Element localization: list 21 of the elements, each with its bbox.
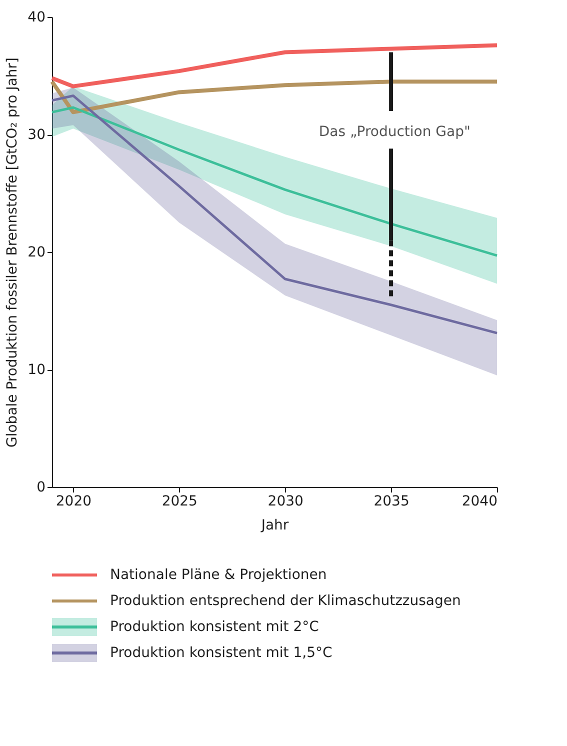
x-tick-label: 2020	[56, 494, 92, 510]
y-tick-label: 0	[36, 480, 46, 496]
annotation: Das „Production Gap"	[318, 124, 470, 140]
x-tick-label: 2030	[268, 494, 304, 510]
line-series	[50, 106, 498, 257]
y-axis-title: Globale Produktion fossiler Brennstoffe [GtCO₂ pro Jahr]	[4, 57, 21, 448]
line-series	[50, 94, 498, 334]
x-tick-label: 2035	[374, 494, 410, 510]
legend-label: Nationale Pläne & Projektionen	[110, 567, 327, 583]
x-tick-label: 2040	[462, 494, 498, 510]
legend-label: Produktion konsistent mit 1,5°C	[110, 645, 333, 661]
line-series	[50, 80, 499, 114]
line-series	[50, 43, 499, 88]
x-axis-title: Jahr	[260, 518, 289, 534]
y-tick-label: 20	[28, 244, 46, 260]
y-tick-label: 10	[28, 362, 46, 378]
y-tick-label: 40	[28, 10, 46, 26]
legend-label: Produktion entsprechend der Klimaschutzzusagen	[110, 593, 461, 609]
legend-label: Produktion konsistent mit 2°C	[110, 619, 320, 635]
y-tick-label: 30	[28, 127, 46, 143]
x-tick-label: 2025	[162, 494, 198, 510]
